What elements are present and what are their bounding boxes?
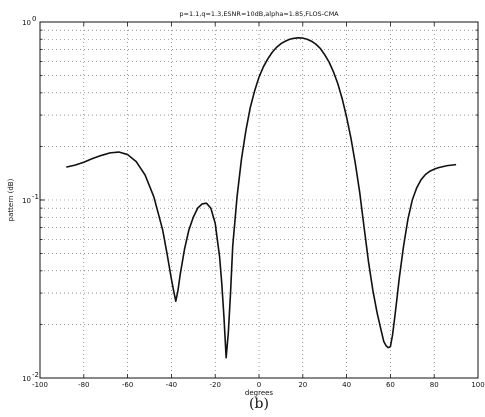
x-tick-label: -100 <box>32 381 48 389</box>
x-tick-label: -20 <box>209 381 220 389</box>
y-tick-label: 10 <box>22 197 31 205</box>
chart-title: p=1.1,q=1.3,ESNR=10dB,alpha=1.85,FLOS-CM… <box>179 10 339 18</box>
grid <box>40 22 478 378</box>
x-tick-label: 40 <box>342 381 351 389</box>
x-axis-title: degrees <box>245 389 274 397</box>
x-tick-labels: -100 -80 -60 -40 -20 0 20 40 60 80 100 <box>32 381 485 389</box>
y-tick-exponent: 0 <box>32 15 36 23</box>
y-tick-exponent: -2 <box>32 371 39 379</box>
panel-label: (b) <box>249 396 269 412</box>
y-tick-label: 10 <box>22 375 31 383</box>
x-tick-label: 20 <box>298 381 307 389</box>
x-tick-label: 0 <box>257 381 261 389</box>
y-tick-exponent: -1 <box>32 193 39 201</box>
pattern-curve <box>66 37 457 359</box>
x-tick-label: 60 <box>386 381 395 389</box>
x-tick-label: 100 <box>471 381 484 389</box>
y-tick-label: 10 <box>22 19 31 27</box>
data-points <box>66 38 456 358</box>
x-tick-label: 80 <box>430 381 439 389</box>
x-tick-label: -80 <box>78 381 89 389</box>
x-tick-label: -60 <box>122 381 133 389</box>
x-tick-label: -40 <box>166 381 177 389</box>
axis-ticks <box>39 21 479 379</box>
y-axis-title: pattern (dB) <box>7 178 15 221</box>
